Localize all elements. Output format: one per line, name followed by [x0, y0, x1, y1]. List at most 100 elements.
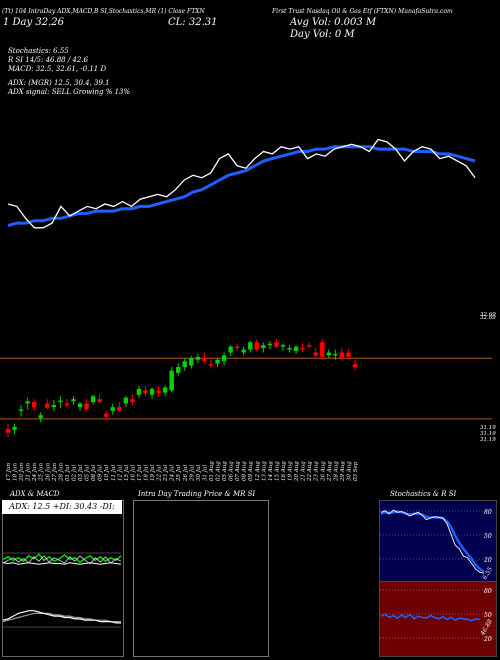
plus-di-line: [2, 553, 122, 564]
candle-body: [104, 413, 109, 417]
date-label: 27 Aug: [327, 461, 333, 482]
date-label: 22 Aug: [307, 461, 313, 482]
date-label: 01 Aug: [209, 461, 215, 481]
candle-body: [287, 348, 292, 350]
candle-body: [12, 426, 17, 430]
date-label: 02 Jul: [71, 465, 77, 481]
stochastics-panel: [379, 500, 497, 582]
stoch-panel-title: Stochastics & R SI: [390, 490, 457, 498]
price-axis-label: 31.19: [480, 437, 496, 443]
date-label: 21 Jun: [26, 463, 32, 482]
header-close: CL: 32.31: [168, 17, 218, 28]
date-label: 26 Jun: [45, 463, 51, 482]
intra-panel-title: Intra Day Trading Price & MR SI: [138, 490, 256, 498]
date-label: 18 Jul: [143, 465, 149, 481]
ma-line: [7, 145, 476, 227]
candle-body: [38, 415, 43, 419]
stat-rsi: R SI 14/5: 46.88 / 42.6: [8, 56, 89, 64]
candle-body: [202, 358, 207, 362]
date-label: 08 Aug: [242, 461, 248, 481]
candle-body: [221, 355, 227, 362]
stoch-line: [380, 509, 485, 574]
candle-body: [90, 396, 96, 403]
candle-body: [149, 388, 155, 395]
close-line-layer: [7, 138, 476, 229]
date-label: 30 Aug: [346, 461, 352, 481]
date-label: 23 Jul: [163, 465, 169, 482]
date-label: 25 Jun: [39, 463, 45, 482]
candle-body: [261, 345, 266, 349]
date-label: 21 Aug: [301, 461, 307, 482]
candle-body: [130, 399, 135, 403]
date-label: 17 Jul: [137, 465, 143, 481]
candle-body: [97, 399, 102, 403]
date-label: 19 Aug: [288, 461, 294, 481]
candles-layer: [5, 339, 358, 438]
macd-line: [2, 610, 121, 624]
date-label: 19 Jul: [150, 465, 156, 481]
candle-body: [71, 399, 76, 402]
candle-body: [64, 403, 70, 405]
candle-body: [136, 388, 142, 395]
candle-body: [182, 361, 187, 368]
header-right-caption: First Trust Nasdaq Oil & Gas Etf (FTXN) …: [272, 8, 453, 15]
candle-body: [333, 353, 338, 356]
candle-body: [228, 346, 233, 353]
stoch-tick-20: 20: [484, 557, 492, 564]
price-axis-label: 31.19: [480, 431, 496, 437]
rsi-tick-20: 20: [484, 636, 492, 643]
date-label: 24 Jul: [170, 465, 176, 482]
date-label: 05 Aug: [222, 461, 228, 481]
rsi-tick-50: 50: [484, 612, 492, 619]
candle-body: [195, 356, 201, 360]
date-label: 16 Aug: [281, 461, 287, 481]
candle-body: [326, 352, 332, 356]
adx-panel-title: ADX & MACD: [10, 490, 60, 498]
date-label: 09 Jul: [98, 465, 104, 481]
date-label: 23 Aug: [314, 461, 320, 482]
rsi-tick-80: 80: [484, 588, 492, 595]
candle-body: [339, 352, 345, 359]
candle-body: [274, 342, 279, 347]
lower-indicators: [2, 509, 494, 639]
candle-body: [267, 343, 273, 346]
stochastics-lines: [380, 509, 494, 574]
date-label: 10 Jul: [104, 465, 110, 481]
date-label: 17 Jun: [6, 463, 12, 481]
stoch-signal-line: [380, 510, 485, 573]
date-label: 15 Jul: [124, 465, 130, 481]
candle-body: [45, 403, 50, 408]
date-label: 05 Jul: [85, 465, 91, 481]
candle-body: [248, 342, 253, 350]
candle-body: [156, 390, 161, 394]
candle-body: [77, 403, 83, 408]
date-label: 29 Jul: [189, 465, 195, 482]
date-label: 20 Aug: [294, 461, 300, 482]
date-label: 16 Jul: [130, 465, 136, 481]
stat-adx-signal: ADX signal: SELL Growing % 13%: [8, 88, 131, 96]
date-label: 12 Aug: [255, 461, 261, 481]
candle-body: [176, 367, 181, 373]
candle-body: [25, 401, 30, 404]
date-label: 30 Jul: [196, 465, 202, 481]
candle-body: [313, 352, 318, 356]
candle-body: [5, 429, 11, 433]
adx-line: [2, 562, 122, 565]
candle-body: [31, 402, 37, 408]
date-label: 31 Jul: [202, 465, 208, 481]
candle-body: [320, 342, 325, 357]
candle-body: [123, 397, 129, 404]
candle-body: [241, 349, 246, 353]
date-label: 27 Jun: [52, 463, 58, 482]
candle-body: [84, 403, 89, 410]
date-label: 08 Jul: [91, 465, 97, 481]
candle-body: [346, 352, 351, 357]
date-label: 03 Jul: [78, 465, 84, 481]
price-axis-label: 32.69: [480, 312, 496, 318]
date-label: 12 Jul: [117, 465, 123, 481]
date-label: 18 Jun: [13, 463, 19, 481]
header-avg-vol: Avg Vol: 0.003 M: [290, 17, 377, 28]
date-label: 29 Aug: [340, 461, 346, 482]
candle-body: [143, 390, 148, 394]
